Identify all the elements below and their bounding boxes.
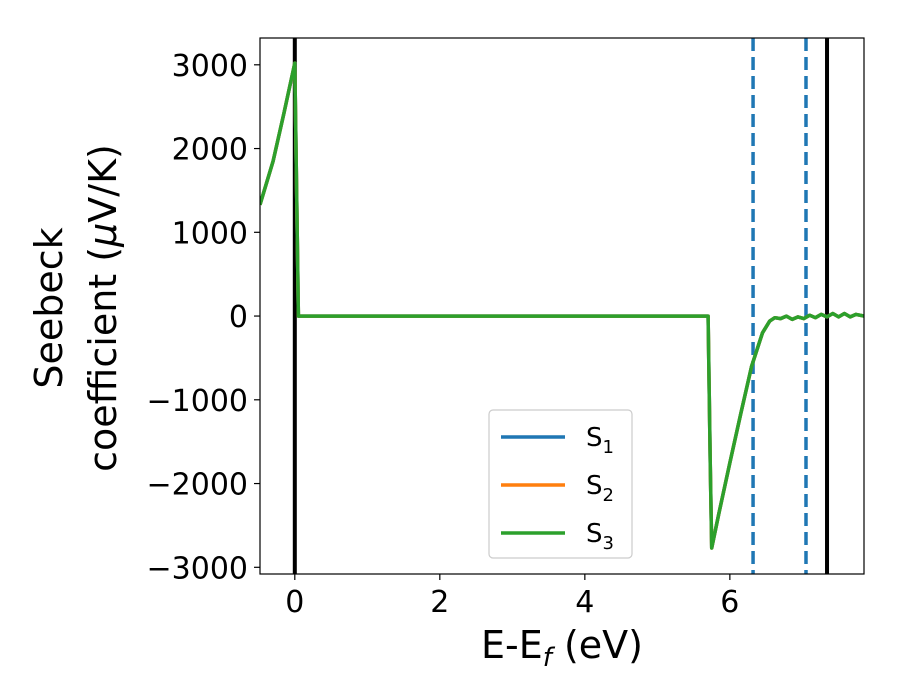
x-tick-label: 6 [720,585,739,620]
x-tick-label: 0 [285,585,304,620]
x-tick-label: 2 [430,585,449,620]
y-axis-title-prefix: coefficient ( [81,247,125,472]
y-axis-title-line1: Seebeck [27,227,71,388]
y-tick-label: 0 [229,300,248,335]
y-tick-label: 3000 [172,49,248,84]
x-axis-title-unit: (eV) [552,623,643,667]
y-tick-label: −1000 [147,384,248,419]
legend-label-main: S [586,519,603,549]
y-tick-label: −2000 [147,468,248,503]
y-axis-title-suffix: V/K) [81,144,125,223]
legend-label-main: S [586,471,603,501]
x-axis-ticks: 0 2 4 6 [285,574,739,620]
legend-label: S2 [586,471,614,506]
y-tick-label: 2000 [172,133,248,168]
legend-label-sub: 3 [603,533,614,554]
legend-label-main: S [586,423,603,453]
series-line-S3 [260,61,864,550]
y-axis-title-line2: coefficient (μV/K) [81,144,125,472]
legend-item-S2: S2 [501,471,614,506]
y-axis-ticks: 3000 2000 1000 0 −1000 −2000 −3000 [147,49,260,586]
y-axis-title-mu: μ [81,223,125,248]
legend-item-S3: S3 [501,519,614,554]
y-axis-title: Seebeck coefficient (μV/K) [27,144,125,472]
legend-label: S3 [586,519,614,554]
x-tick-label: 4 [575,585,594,620]
y-tick-label: 1000 [172,216,248,251]
legend-label-sub: 2 [603,485,614,506]
plot-frame [259,37,865,575]
legend-label: S1 [586,423,614,458]
x-axis-title-main: E-E [481,623,543,667]
legend-item-S1: S1 [501,423,614,458]
legend-label-sub: 1 [603,437,614,458]
series-lines [260,61,864,550]
x-axis-title: E-Ef (eV) [481,623,643,673]
y-tick-label: −3000 [147,551,248,586]
